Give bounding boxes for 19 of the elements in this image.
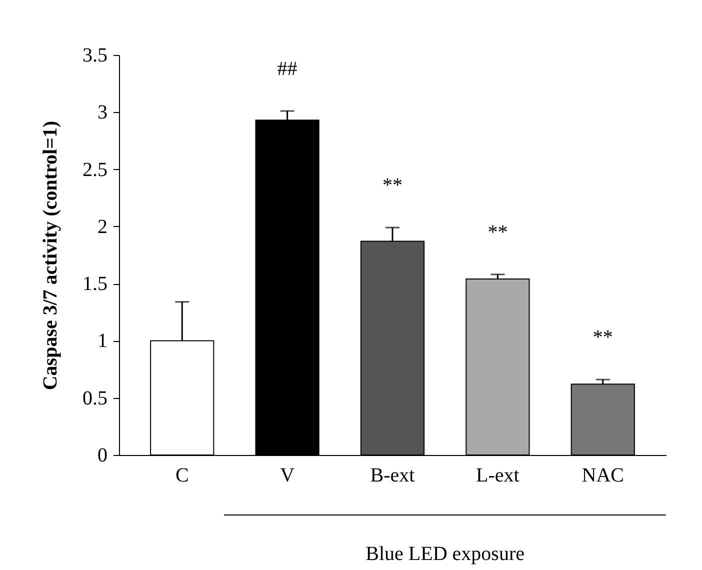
annotation: ##: [277, 58, 298, 80]
annotation: **: [382, 174, 402, 197]
y-tick-label: 3: [98, 102, 108, 124]
x-tick-label: C: [175, 464, 189, 486]
annotation: **: [488, 221, 508, 244]
x-tick-label: B-ext: [370, 464, 416, 486]
y-tick-label: 2: [98, 216, 108, 238]
y-axis-title: Caspase 3/7 activity (control=1): [40, 120, 62, 390]
text: Blue LED exposure: [364, 543, 526, 566]
y-tick-label: 1.5: [82, 273, 108, 296]
y-tick-label: 1: [98, 330, 108, 352]
x-tick-label: V: [280, 464, 296, 486]
x-tick-label: L-ext: [476, 464, 520, 486]
y-tick-label: 2.5: [82, 158, 108, 181]
x-tick-label: NAC: [582, 464, 624, 486]
y-tick-label: 0: [98, 444, 108, 466]
annotation: **: [592, 326, 613, 349]
y-tick-label: 3.5: [82, 44, 108, 66]
y-tick-label: 0.5: [82, 387, 108, 410]
